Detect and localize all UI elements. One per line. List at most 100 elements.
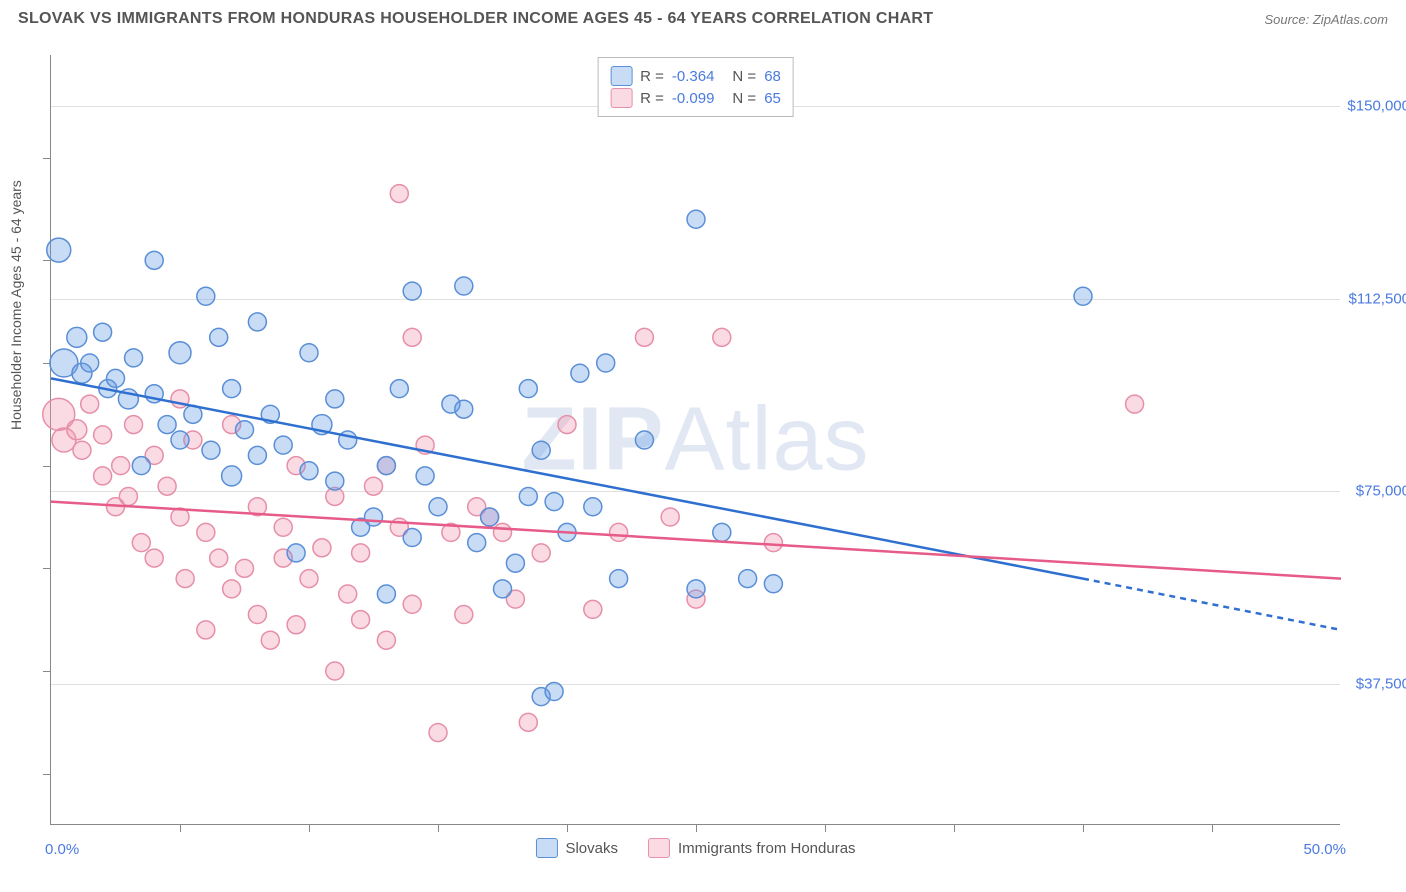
y-tick	[43, 568, 51, 569]
data-point	[287, 544, 305, 562]
data-point	[545, 493, 563, 511]
data-point	[169, 342, 191, 364]
data-point	[223, 380, 241, 398]
y-tick-label: $75,000	[1356, 483, 1406, 500]
slovak-series-label: Slovaks	[565, 840, 618, 857]
y-axis-label: Householder Income Ages 45 - 64 years	[8, 180, 24, 430]
data-point	[455, 606, 473, 624]
data-point	[81, 354, 99, 372]
data-point	[300, 570, 318, 588]
data-point	[377, 457, 395, 475]
x-tick	[954, 824, 955, 832]
data-point	[145, 549, 163, 567]
data-point	[481, 508, 499, 526]
slovak-r-value: -0.364	[672, 68, 715, 85]
data-point	[261, 631, 279, 649]
data-point	[73, 441, 91, 459]
data-point	[236, 421, 254, 439]
y-tick-label: $37,500	[1356, 675, 1406, 692]
data-point	[236, 559, 254, 577]
data-point	[248, 606, 266, 624]
x-tick	[1212, 824, 1213, 832]
data-point	[326, 472, 344, 490]
data-point	[558, 416, 576, 434]
data-point	[67, 327, 87, 347]
data-point	[300, 462, 318, 480]
data-point	[494, 523, 512, 541]
data-point	[47, 238, 71, 262]
data-point	[197, 621, 215, 639]
data-point	[248, 313, 266, 331]
data-point	[352, 611, 370, 629]
data-point	[248, 446, 266, 464]
data-point	[571, 364, 589, 382]
honduras-series-label: Immigrants from Honduras	[678, 840, 856, 857]
data-point	[403, 529, 421, 547]
y-tick	[43, 158, 51, 159]
honduras-swatch	[648, 838, 670, 858]
data-point	[687, 210, 705, 228]
y-tick-label: $150,000	[1347, 98, 1406, 115]
data-point	[107, 369, 125, 387]
slovak-swatch	[535, 838, 557, 858]
trend-line	[51, 378, 1083, 578]
r-label: R =	[640, 68, 664, 85]
data-point	[519, 380, 537, 398]
data-point	[455, 277, 473, 295]
data-point	[506, 554, 524, 572]
data-point	[468, 534, 486, 552]
x-tick	[567, 824, 568, 832]
data-point	[635, 431, 653, 449]
chart-title: SLOVAK VS IMMIGRANTS FROM HONDURAS HOUSE…	[18, 10, 933, 28]
data-point	[1126, 395, 1144, 413]
data-point	[222, 466, 242, 486]
data-point	[171, 431, 189, 449]
data-point	[300, 344, 318, 362]
data-point	[532, 544, 550, 562]
n-label: N =	[732, 90, 756, 107]
x-axis-max: 50.0%	[1303, 841, 1346, 858]
data-point	[403, 595, 421, 613]
data-point	[197, 523, 215, 541]
data-point	[158, 416, 176, 434]
n-label: N =	[732, 68, 756, 85]
data-point	[545, 683, 563, 701]
data-point	[610, 570, 628, 588]
honduras-r-value: -0.099	[672, 90, 715, 107]
data-point	[635, 328, 653, 346]
data-point	[158, 477, 176, 495]
data-point	[326, 390, 344, 408]
trend-line	[1083, 579, 1341, 630]
data-point	[739, 570, 757, 588]
data-point	[313, 539, 331, 557]
data-point	[1074, 287, 1092, 305]
data-point	[494, 580, 512, 598]
data-point	[429, 724, 447, 742]
x-axis-min: 0.0%	[45, 841, 79, 858]
honduras-n-value: 65	[764, 90, 781, 107]
y-tick	[43, 774, 51, 775]
data-point	[223, 580, 241, 598]
data-point	[403, 328, 421, 346]
data-point	[764, 575, 782, 593]
data-point	[416, 467, 434, 485]
data-point	[377, 631, 395, 649]
data-point	[132, 534, 150, 552]
source-label: Source: ZipAtlas.com	[1264, 12, 1388, 27]
data-point	[352, 544, 370, 562]
data-point	[713, 523, 731, 541]
data-point	[119, 487, 137, 505]
data-point	[176, 570, 194, 588]
data-point	[519, 713, 537, 731]
data-point	[67, 420, 87, 440]
data-point	[202, 441, 220, 459]
x-tick	[180, 824, 181, 832]
y-tick	[43, 260, 51, 261]
data-point	[112, 457, 130, 475]
data-point	[713, 328, 731, 346]
data-point	[764, 534, 782, 552]
r-label: R =	[640, 90, 664, 107]
data-point	[687, 580, 705, 598]
data-point	[287, 616, 305, 634]
data-point	[365, 477, 383, 495]
